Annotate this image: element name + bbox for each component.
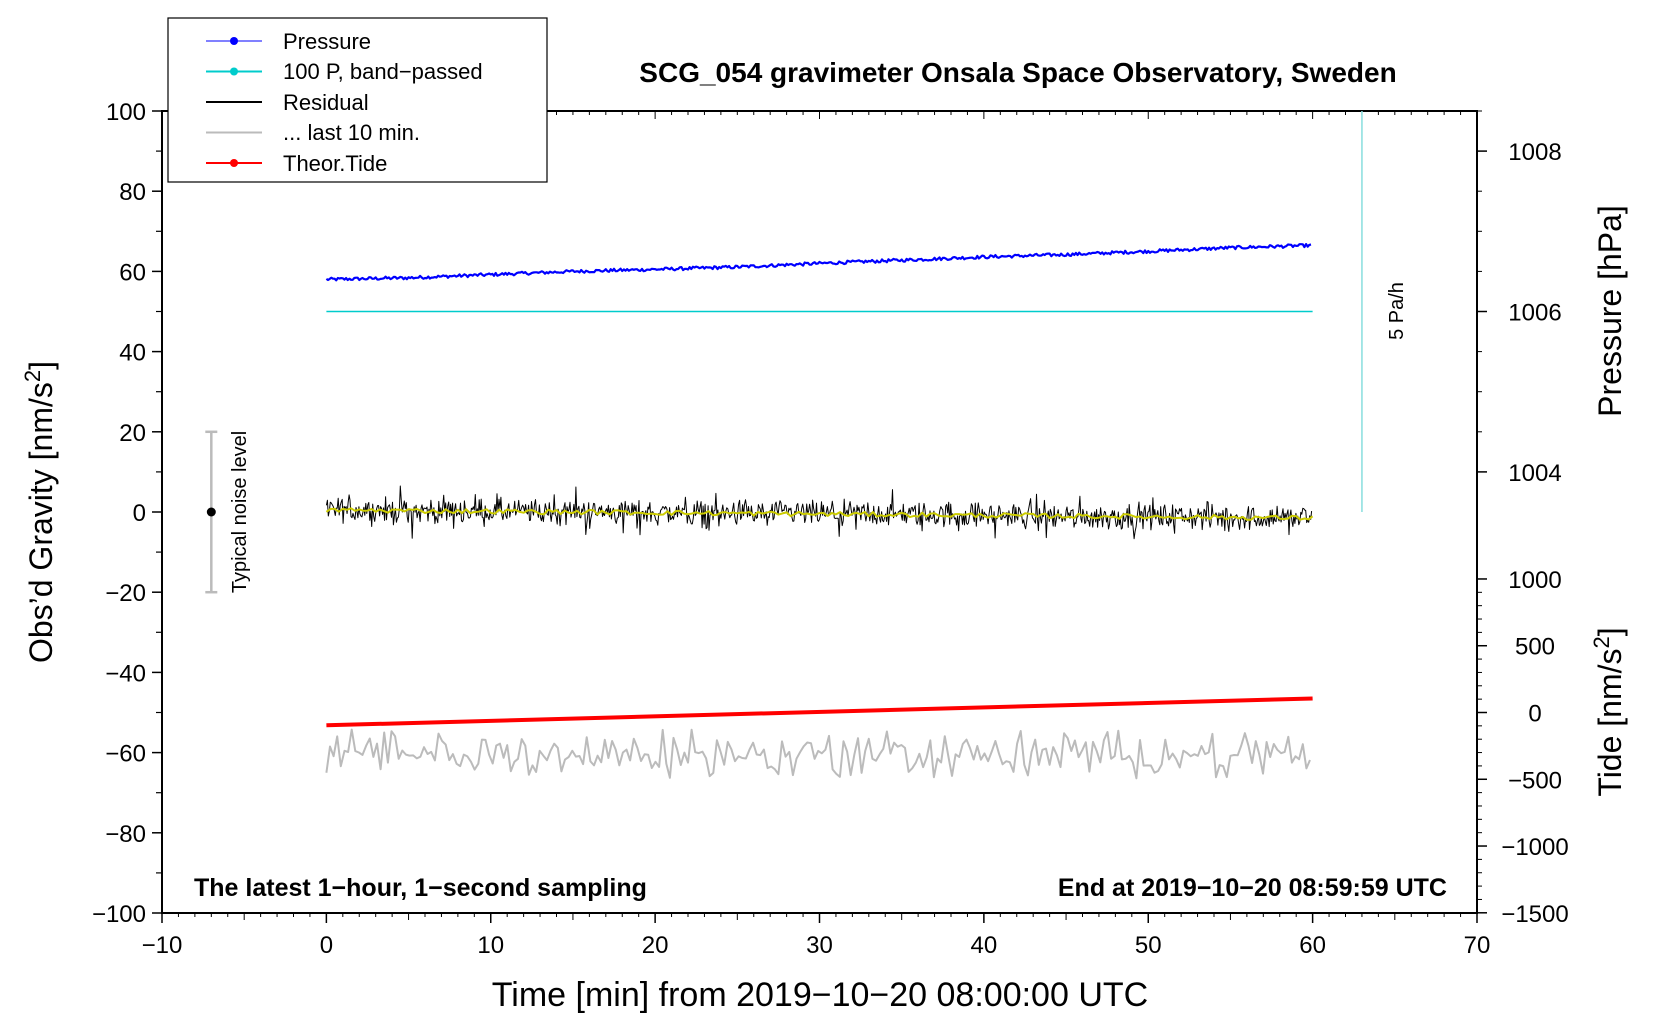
right-axis-ticks: 1004 1006 1008 −1500 −1000 −500 0 500 1000 (1477, 110, 1569, 928)
tide-tick-label: −500 (1508, 767, 1562, 794)
legend-box (167, 17, 548, 183)
x-tick-label: 10 (477, 932, 504, 959)
tide-tick-label: −1500 (1501, 901, 1568, 928)
tide-tick-label: −1000 (1501, 834, 1568, 861)
y-axis-label-pressure: Pressure [hPa] (1592, 205, 1628, 417)
x-tick-label: 60 (1299, 932, 1326, 959)
legend-marker (230, 67, 238, 76)
y-tick-label: −20 (105, 580, 146, 607)
tide-tick-label: 500 (1515, 634, 1555, 661)
legend-label-residual: Residual (283, 90, 369, 115)
series-smoothed-residual-line (325, 507, 1314, 521)
y-tick-label: 100 (106, 99, 146, 126)
y-tick-label: 0 (133, 500, 146, 527)
y-tick-label: −100 (92, 901, 146, 928)
legend-label-band-passed: 100 P, band−passed (283, 59, 483, 84)
y-tick-label: −80 (105, 821, 146, 848)
series-last-10-min-line (325, 728, 1311, 780)
noise-bar-center-dot (206, 507, 216, 517)
y-tick-label: 40 (119, 340, 146, 367)
x-tick-label: −10 (142, 932, 183, 959)
annotation-sampling: The latest 1−hour, 1−second sampling (194, 874, 647, 902)
bottom-axis-ticks: −10 0 10 20 30 40 50 60 70 (142, 111, 1491, 959)
chart-title: SCG_054 gravimeter Onsala Space Observat… (639, 57, 1396, 88)
legend: Pressure 100 P, band−passed Residual ...… (167, 17, 548, 183)
series-pressure-line (325, 243, 1312, 282)
y-tick-label: 60 (119, 259, 146, 286)
pressure-tick-label: 1006 (1508, 300, 1561, 327)
noise-level-label: Typical noise level (229, 431, 251, 593)
x-tick-label: 70 (1464, 932, 1491, 959)
x-tick-label: 50 (1135, 932, 1162, 959)
overlay-layer (205, 111, 1363, 594)
legend-marker (230, 159, 238, 167)
pressure-tick-label: 1008 (1508, 139, 1561, 166)
legend-label-theor-tide: Theor.Tide (283, 151, 387, 176)
legend-marker (230, 37, 238, 45)
series-theor-tide-line (326, 696, 1313, 728)
y-tick-label: 80 (119, 179, 146, 206)
x-axis-label: Time [min] from 2019−10−20 08:00:00 UTC (492, 976, 1148, 1014)
y-tick-label: −40 (105, 660, 146, 687)
annotation-end-time: End at 2019−10−20 08:59:59 UTC (1058, 874, 1447, 902)
left-axis-ticks: −100 −80 −60 −40 −20 0 20 40 60 80 100 (92, 99, 162, 928)
y-axis-label-tide: Tide [nm/s2] (1589, 627, 1628, 796)
x-tick-label: 0 (320, 932, 333, 959)
y-axis-label-gravity: Obs’d Gravity [nm/s2] (20, 361, 59, 663)
pressure-tick-label: 1004 (1508, 460, 1561, 487)
legend-label-pressure: Pressure (283, 29, 371, 54)
y-tick-label: 20 (119, 420, 146, 447)
x-tick-label: 20 (642, 932, 669, 959)
tide-tick-label: 1000 (1508, 567, 1561, 594)
rate-bar-label: 5 Pa/h (1386, 282, 1408, 340)
x-tick-label: 30 (806, 932, 833, 959)
legend-label-last-10-min: ... last 10 min. (283, 120, 420, 145)
x-tick-label: 40 (971, 932, 998, 959)
series-layer (325, 243, 1314, 780)
y-tick-label: −60 (105, 741, 146, 768)
tide-tick-label: 0 (1528, 701, 1541, 728)
